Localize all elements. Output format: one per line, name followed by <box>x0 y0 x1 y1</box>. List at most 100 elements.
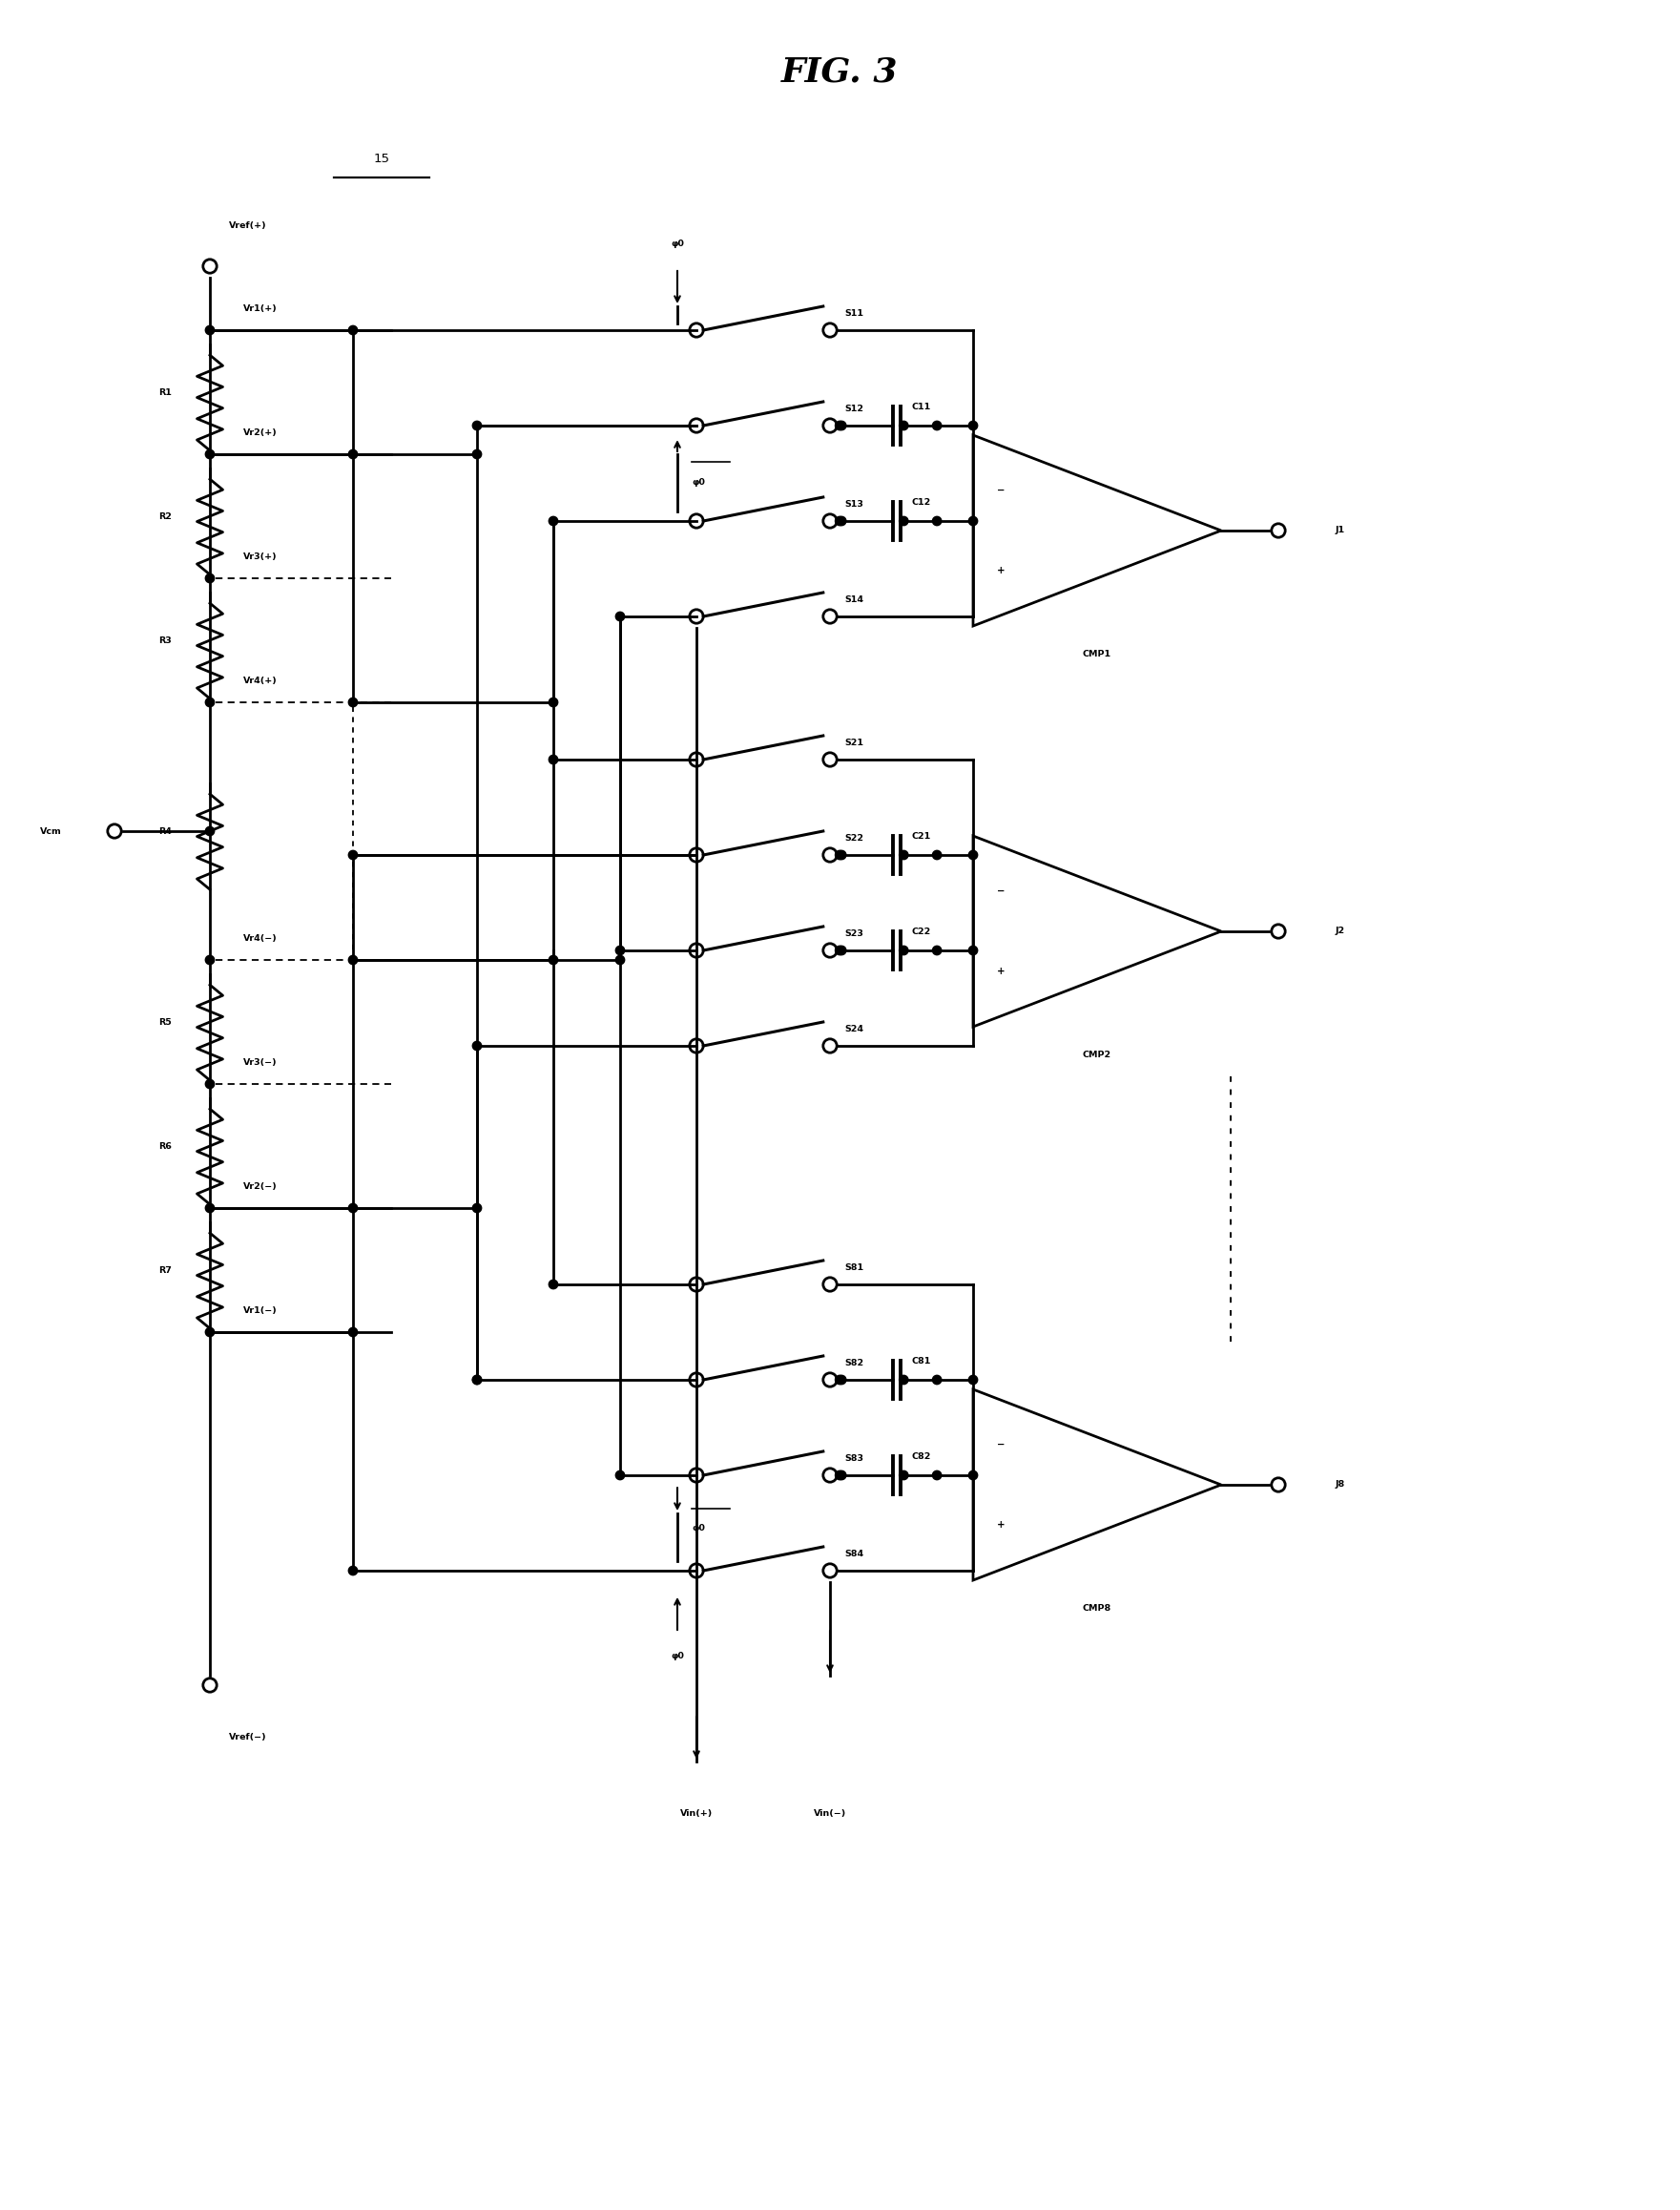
Text: −: − <box>996 886 1005 895</box>
Circle shape <box>969 946 978 955</box>
Circle shape <box>472 1375 482 1383</box>
Circle shape <box>899 851 909 860</box>
Circle shape <box>205 827 215 835</box>
Circle shape <box>205 325 215 334</box>
Circle shape <box>837 1375 847 1383</box>
Text: S81: S81 <box>845 1264 864 1273</box>
Circle shape <box>615 946 625 955</box>
Text: 15: 15 <box>373 152 390 164</box>
Text: S11: S11 <box>845 309 864 318</box>
Circle shape <box>835 517 843 526</box>
Text: R3: R3 <box>158 636 171 645</box>
Text: S22: S22 <box>845 833 864 842</box>
Text: C21: C21 <box>911 833 931 840</box>
Circle shape <box>969 1472 978 1481</box>
Text: Vr3(+): Vr3(+) <box>244 552 277 561</box>
Circle shape <box>837 1472 847 1481</box>
Text: CMP2: CMP2 <box>1082 1050 1112 1059</box>
Text: φ0: φ0 <box>692 480 706 486</box>
Text: Vr3(−): Vr3(−) <box>244 1059 277 1067</box>
Text: φ0: φ0 <box>692 1523 706 1532</box>
Text: J1: J1 <box>1336 526 1346 535</box>
Text: S13: S13 <box>845 499 864 508</box>
Circle shape <box>837 422 847 431</box>
Circle shape <box>205 449 215 460</box>
Text: R6: R6 <box>158 1143 171 1151</box>
Circle shape <box>472 1041 482 1050</box>
Circle shape <box>549 517 558 526</box>
Circle shape <box>969 422 978 431</box>
Text: −: − <box>996 486 1005 495</box>
Text: C12: C12 <box>911 497 931 506</box>
Text: CMP8: CMP8 <box>1082 1604 1112 1613</box>
Circle shape <box>932 517 941 526</box>
Circle shape <box>899 422 909 431</box>
Text: S21: S21 <box>845 738 864 747</box>
Circle shape <box>472 1204 482 1213</box>
Text: R7: R7 <box>158 1266 171 1275</box>
Circle shape <box>615 1472 625 1481</box>
Text: +: + <box>996 1520 1005 1529</box>
Circle shape <box>837 517 847 526</box>
Circle shape <box>932 422 941 431</box>
Text: −: − <box>996 1441 1005 1450</box>
Circle shape <box>615 955 625 964</box>
Circle shape <box>472 1375 482 1383</box>
Text: S23: S23 <box>845 930 864 937</box>
Circle shape <box>549 1280 558 1288</box>
Circle shape <box>348 955 358 964</box>
Circle shape <box>932 1472 941 1481</box>
Circle shape <box>899 946 909 955</box>
Circle shape <box>835 422 843 431</box>
Text: S14: S14 <box>845 594 864 603</box>
Circle shape <box>932 851 941 860</box>
Circle shape <box>205 1328 215 1337</box>
Circle shape <box>549 756 558 765</box>
Circle shape <box>348 698 358 707</box>
Circle shape <box>348 1567 358 1576</box>
Circle shape <box>348 1204 358 1213</box>
Circle shape <box>348 449 358 460</box>
Circle shape <box>969 851 978 860</box>
Circle shape <box>837 851 847 860</box>
Text: Vr4(+): Vr4(+) <box>244 676 277 685</box>
Text: CMP1: CMP1 <box>1082 650 1112 659</box>
Text: Vr2(−): Vr2(−) <box>244 1182 277 1191</box>
Circle shape <box>835 1472 843 1481</box>
Text: R1: R1 <box>158 389 171 396</box>
Text: FIG. 3: FIG. 3 <box>781 55 897 88</box>
Circle shape <box>348 325 358 334</box>
Circle shape <box>835 851 843 860</box>
Circle shape <box>969 1375 978 1383</box>
Text: Vr4(−): Vr4(−) <box>244 935 277 944</box>
Circle shape <box>932 946 941 955</box>
Circle shape <box>932 1375 941 1383</box>
Text: Vr1(−): Vr1(−) <box>244 1306 277 1315</box>
Circle shape <box>549 955 558 964</box>
Text: C22: C22 <box>911 928 931 937</box>
Circle shape <box>969 517 978 526</box>
Text: +: + <box>996 566 1005 575</box>
Text: +: + <box>996 966 1005 977</box>
Circle shape <box>899 517 909 526</box>
Circle shape <box>835 946 843 955</box>
Text: C11: C11 <box>911 402 931 411</box>
Text: J8: J8 <box>1336 1481 1346 1490</box>
Text: Vref(−): Vref(−) <box>228 1733 267 1741</box>
Text: R5: R5 <box>158 1017 171 1025</box>
Text: S84: S84 <box>845 1549 864 1558</box>
Text: Vr2(+): Vr2(+) <box>244 429 277 438</box>
Text: S82: S82 <box>845 1359 864 1368</box>
Text: Vin(+): Vin(+) <box>680 1810 712 1819</box>
Text: S24: S24 <box>845 1025 864 1034</box>
Text: C82: C82 <box>911 1452 931 1461</box>
Text: S83: S83 <box>845 1454 864 1463</box>
Text: S12: S12 <box>845 404 864 413</box>
Text: R4: R4 <box>158 827 171 835</box>
Circle shape <box>615 612 625 621</box>
Text: Vcm: Vcm <box>40 827 62 835</box>
Circle shape <box>835 1375 843 1383</box>
Circle shape <box>348 1328 358 1337</box>
Circle shape <box>205 575 215 583</box>
Text: φ0: φ0 <box>670 241 684 248</box>
